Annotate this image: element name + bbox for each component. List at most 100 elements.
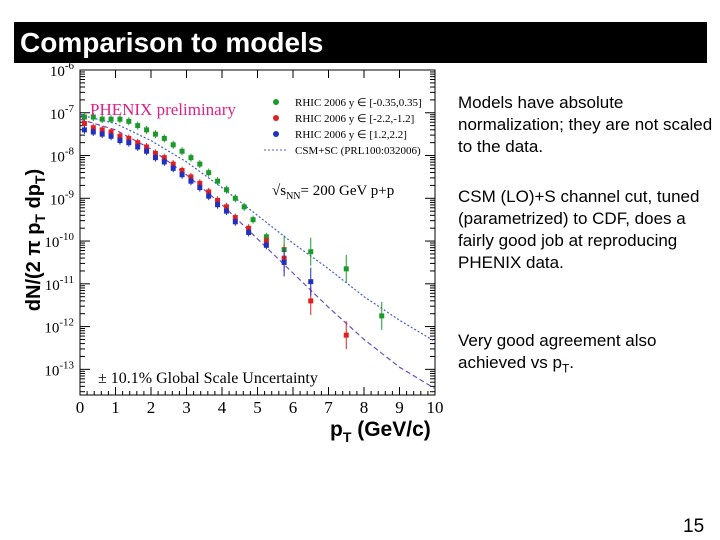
data-point-series-3 <box>170 165 176 171</box>
data-point-series-2 <box>343 332 349 338</box>
data-point-series-1 <box>343 266 349 272</box>
y-tick-label: 10-13 <box>44 359 74 379</box>
data-point-series-1 <box>152 131 158 137</box>
bullet-text-3-sub: T <box>561 361 570 376</box>
data-point-series-1 <box>206 170 212 176</box>
scale-uncertainty-annotation: ± 10.1% Global Scale Uncertainty <box>98 370 318 387</box>
y-tick-label: 10-8 <box>50 146 75 166</box>
x-tick-label: 7 <box>324 398 333 417</box>
data-point-series-3 <box>215 202 221 208</box>
data-point-series-2 <box>117 133 123 139</box>
x-tick-label: 0 <box>76 398 85 417</box>
x-tick-label: 8 <box>360 398 369 417</box>
legend-marker <box>273 115 279 121</box>
data-point-series-3 <box>81 127 87 133</box>
data-point-series-2 <box>263 238 269 244</box>
legend-label: RHIC 2006 y ∈ [1.2,2.2] <box>295 129 407 141</box>
y-tick-label: 10-9 <box>50 188 75 208</box>
x-tick-label: 4 <box>218 398 227 417</box>
y-tick-label: 10-7 <box>50 103 75 123</box>
energy-label: √sNN= 200 GeV p+p <box>272 183 394 202</box>
data-point-series-3 <box>99 131 105 137</box>
data-point-series-2 <box>223 204 229 210</box>
data-point-series-2 <box>246 225 252 231</box>
y-tick-label: 10-12 <box>44 317 74 337</box>
y-tick-label: 10-6 <box>50 60 75 80</box>
data-point-series-1 <box>308 249 314 255</box>
legend-label: RHIC 2006 y ∈ [-0.35,0.35] <box>295 97 422 109</box>
data-point-series-2 <box>144 144 150 150</box>
data-point-series-2 <box>152 150 158 156</box>
x-tick-label: 6 <box>289 398 298 417</box>
bullet-text-3: Very good agreement also achieved vs pT. <box>458 330 713 379</box>
bullet-text-1: Models have absolute normalization; they… <box>458 93 713 156</box>
data-point-series-3 <box>308 279 314 285</box>
x-tick-label: 5 <box>253 398 262 417</box>
data-point-series-1 <box>379 313 385 319</box>
bullet-text-3-main: Very good agreement also achieved vs p <box>458 331 657 372</box>
y-tick-label: 10-10 <box>44 231 74 251</box>
data-point-series-1 <box>197 161 203 167</box>
data-point-series-3 <box>206 193 212 199</box>
x-axis-label: pT (GeV/c) <box>330 418 431 445</box>
data-point-series-3 <box>135 144 141 150</box>
model-curve-lower <box>79 118 436 390</box>
data-point-series-1 <box>117 116 123 122</box>
data-point-series-2 <box>108 129 114 135</box>
data-point-series-3 <box>144 148 150 154</box>
data-point-series-1 <box>90 114 96 120</box>
legend-label: CSM+SC (PRL100:032006) <box>295 145 421 157</box>
data-point-series-3 <box>117 138 123 144</box>
title-bar: Comparison to models <box>14 22 707 63</box>
data-point-series-2 <box>81 120 87 126</box>
x-tick-label: 3 <box>182 398 191 417</box>
data-point-series-1 <box>223 187 229 193</box>
legend-marker <box>273 99 279 105</box>
data-point-series-1 <box>135 123 141 129</box>
x-tick-label: 2 <box>147 398 156 417</box>
data-point-series-3 <box>188 178 194 184</box>
data-point-series-3 <box>232 219 238 225</box>
x-tick-label: 9 <box>395 398 404 417</box>
data-point-series-3 <box>263 242 269 248</box>
data-point-series-1 <box>263 234 269 240</box>
data-point-series-2 <box>135 140 141 146</box>
data-point-series-2 <box>90 125 96 131</box>
data-point-series-3 <box>126 140 132 146</box>
slide-title: Comparison to models <box>20 27 324 58</box>
plot-title: PHENIX preliminary <box>90 100 236 119</box>
data-point-series-1 <box>161 135 167 141</box>
data-point-series-1 <box>215 178 221 184</box>
y-tick-label: 10-11 <box>45 274 74 294</box>
data-point-series-2 <box>99 127 105 133</box>
data-point-series-1 <box>126 118 132 124</box>
data-point-series-3 <box>179 172 185 178</box>
data-point-series-1 <box>81 114 87 120</box>
data-point-series-2 <box>308 298 314 304</box>
data-point-series-1 <box>250 217 256 223</box>
data-point-series-2 <box>126 135 132 141</box>
y-axis-label: dN/(2 π pT dpT) <box>23 169 48 311</box>
data-point-series-1 <box>108 116 114 122</box>
data-point-series-1 <box>188 155 194 161</box>
data-point-series-1 <box>99 116 105 122</box>
data-point-series-2 <box>161 155 167 161</box>
x-tick-label: 1 <box>111 398 120 417</box>
data-point-series-1 <box>144 127 150 133</box>
data-point-series-3 <box>90 129 96 135</box>
page-number: 15 <box>683 516 705 537</box>
data-point-series-3 <box>108 133 114 139</box>
data-point-series-3 <box>281 259 287 265</box>
data-point-series-2 <box>232 215 238 221</box>
data-point-series-3 <box>152 155 158 161</box>
legend-label: RHIC 2006 y ∈ [-2.2,-1.2] <box>295 113 414 125</box>
data-point-series-1 <box>179 148 185 154</box>
bullet-text-3-end: . <box>569 353 575 372</box>
data-point-series-2 <box>206 189 212 195</box>
data-point-series-3 <box>197 185 203 191</box>
data-point-series-1 <box>170 142 176 148</box>
legend-marker <box>273 131 279 137</box>
data-point-series-2 <box>197 180 203 186</box>
bullet-text-2: CSM (LO)+S channel cut, tuned (parametri… <box>458 187 700 272</box>
